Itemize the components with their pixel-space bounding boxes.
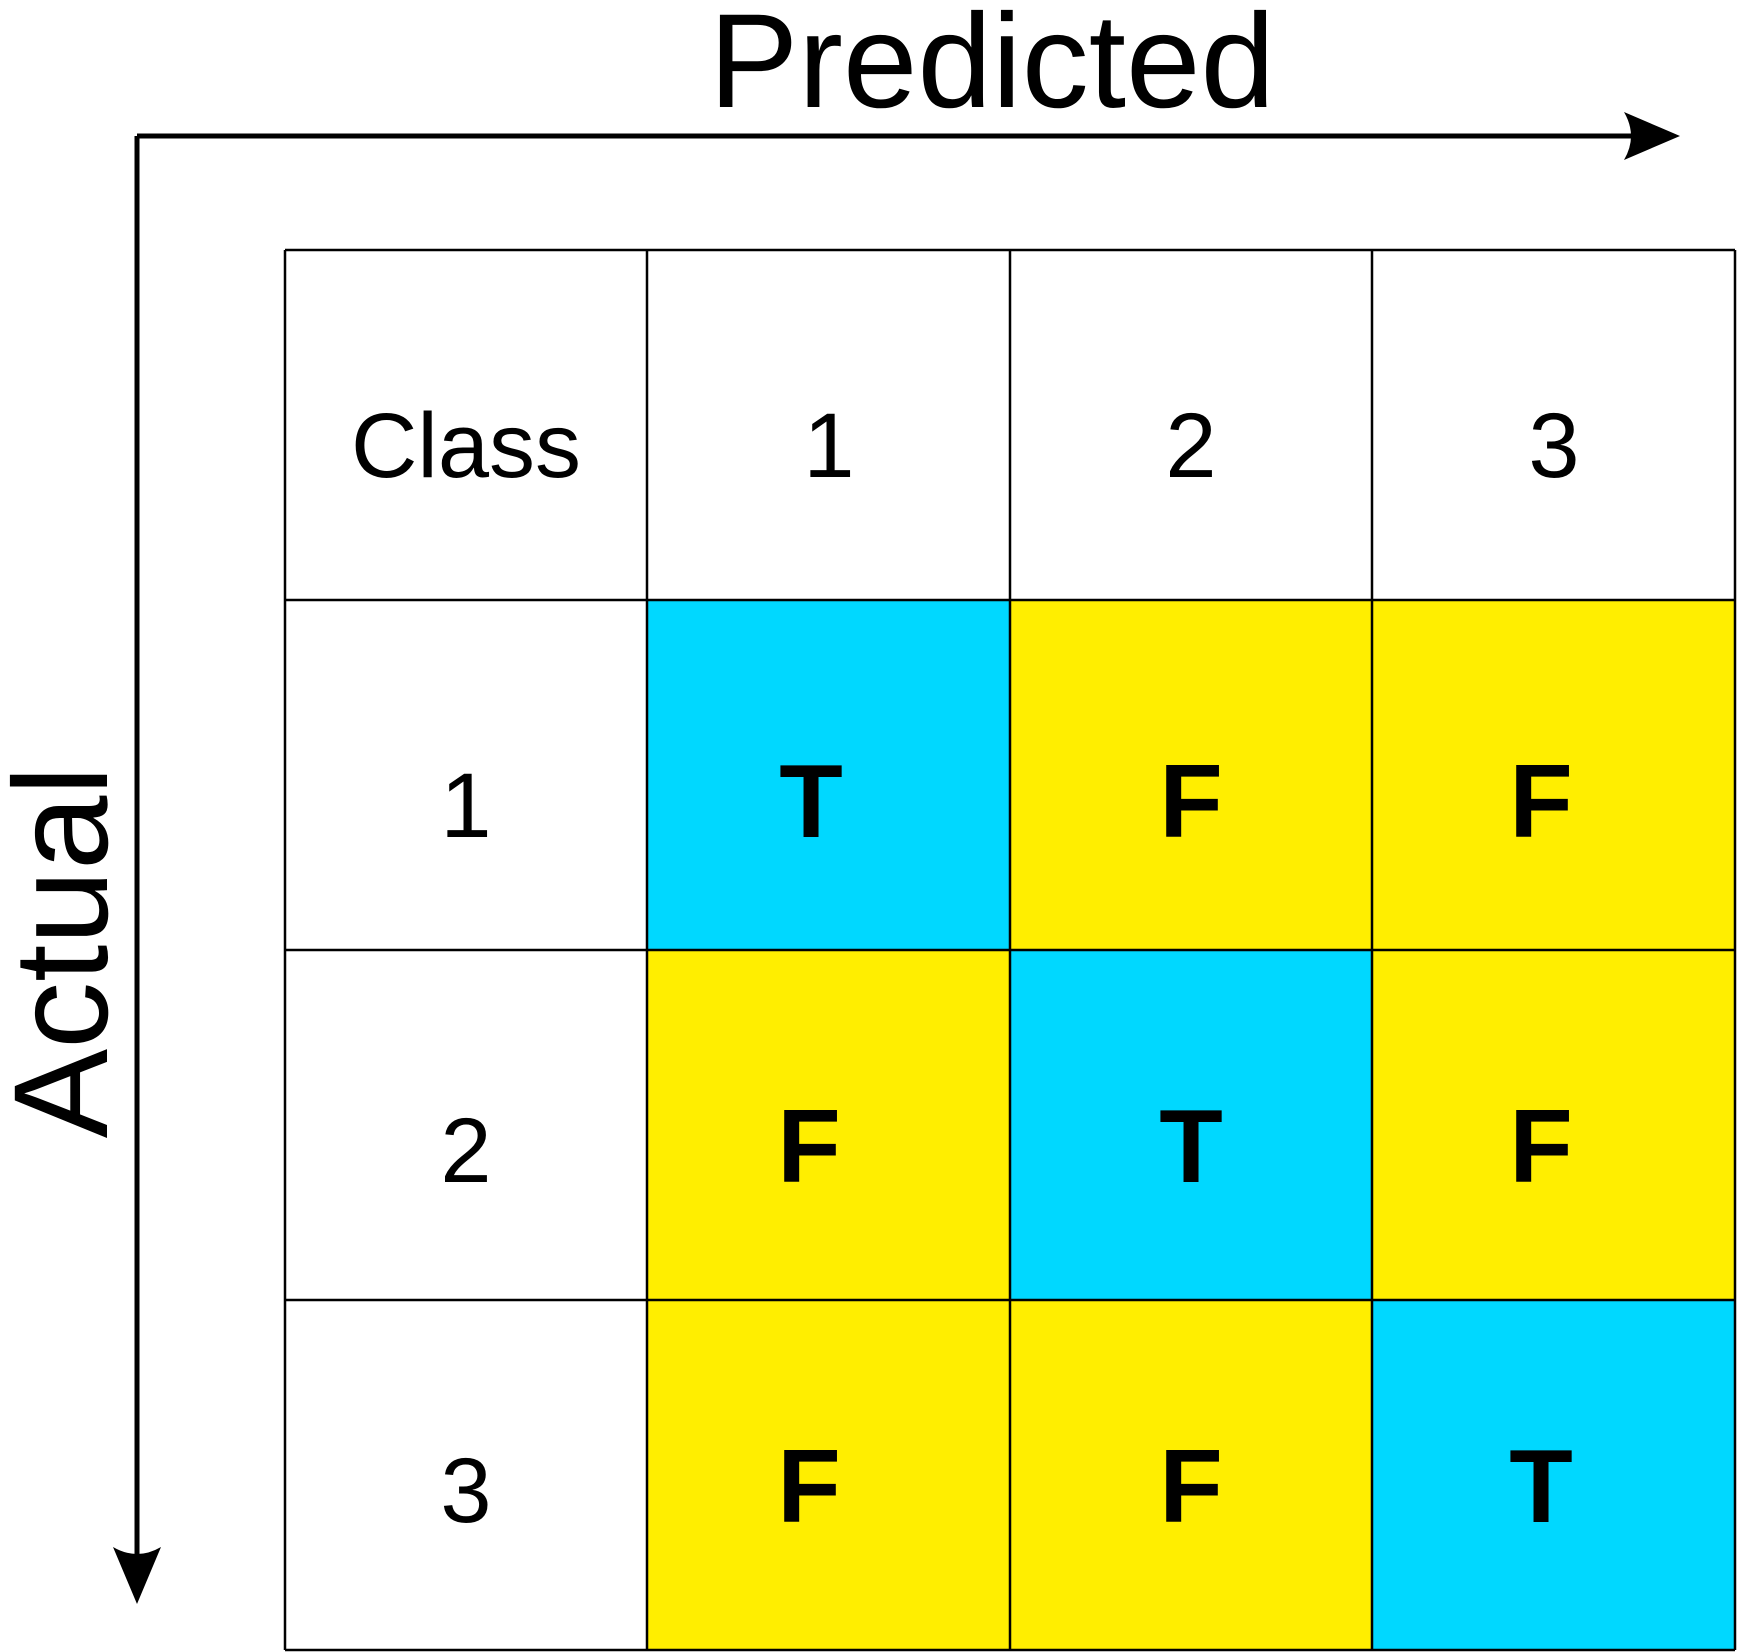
predicted-axis-arrowhead: [1624, 112, 1680, 160]
actual-axis-label: Actual: [0, 766, 136, 1138]
predicted-axis-label: Predicted: [709, 0, 1275, 136]
cell-2-1-background: [647, 950, 1010, 1300]
cell-3-1-label: F: [777, 1429, 841, 1545]
cell-3-3-background: [1372, 1300, 1735, 1650]
actual-axis-arrowhead: [113, 1547, 161, 1604]
predicted-class-2-header: 2: [1165, 395, 1216, 497]
matrix-grid-lines: [283, 248, 1737, 1652]
cell-2-2-label: T: [1159, 1089, 1223, 1205]
predicted-class-3-header: 3: [1528, 395, 1579, 497]
cell-2-3-label: F: [1509, 1089, 1573, 1205]
cell-2-2-background: [1010, 950, 1372, 1300]
cell-1-2-label: F: [1159, 744, 1223, 860]
cell-2-1-label: F: [777, 1089, 841, 1205]
cell-2-3-background: [1372, 950, 1735, 1300]
actual-class-2-header: 2: [440, 1100, 491, 1202]
corner-header-label: Class: [351, 395, 581, 497]
actual-class-3-header: 3: [440, 1440, 491, 1542]
matrix-table: Class 1 2 3 1 2 3 T F F F T F F F T: [283, 248, 1737, 1652]
actual-class-1-header: 1: [440, 755, 491, 857]
actual-axis: Actual: [0, 136, 161, 1604]
matrix-cells: [647, 600, 1735, 1650]
predicted-axis: Predicted: [137, 0, 1680, 160]
cell-1-2-background: [1010, 600, 1372, 950]
predicted-class-1-header: 1: [803, 395, 854, 497]
cell-3-3-label: T: [1509, 1429, 1573, 1545]
cell-3-2-background: [1010, 1300, 1372, 1650]
cell-1-1-background: [647, 600, 1010, 950]
cell-1-3-background: [1372, 600, 1735, 950]
cell-3-2-label: F: [1159, 1429, 1223, 1545]
cell-1-3-label: F: [1509, 744, 1573, 860]
cell-1-1-label: T: [779, 744, 843, 860]
cell-3-1-background: [647, 1300, 1010, 1650]
